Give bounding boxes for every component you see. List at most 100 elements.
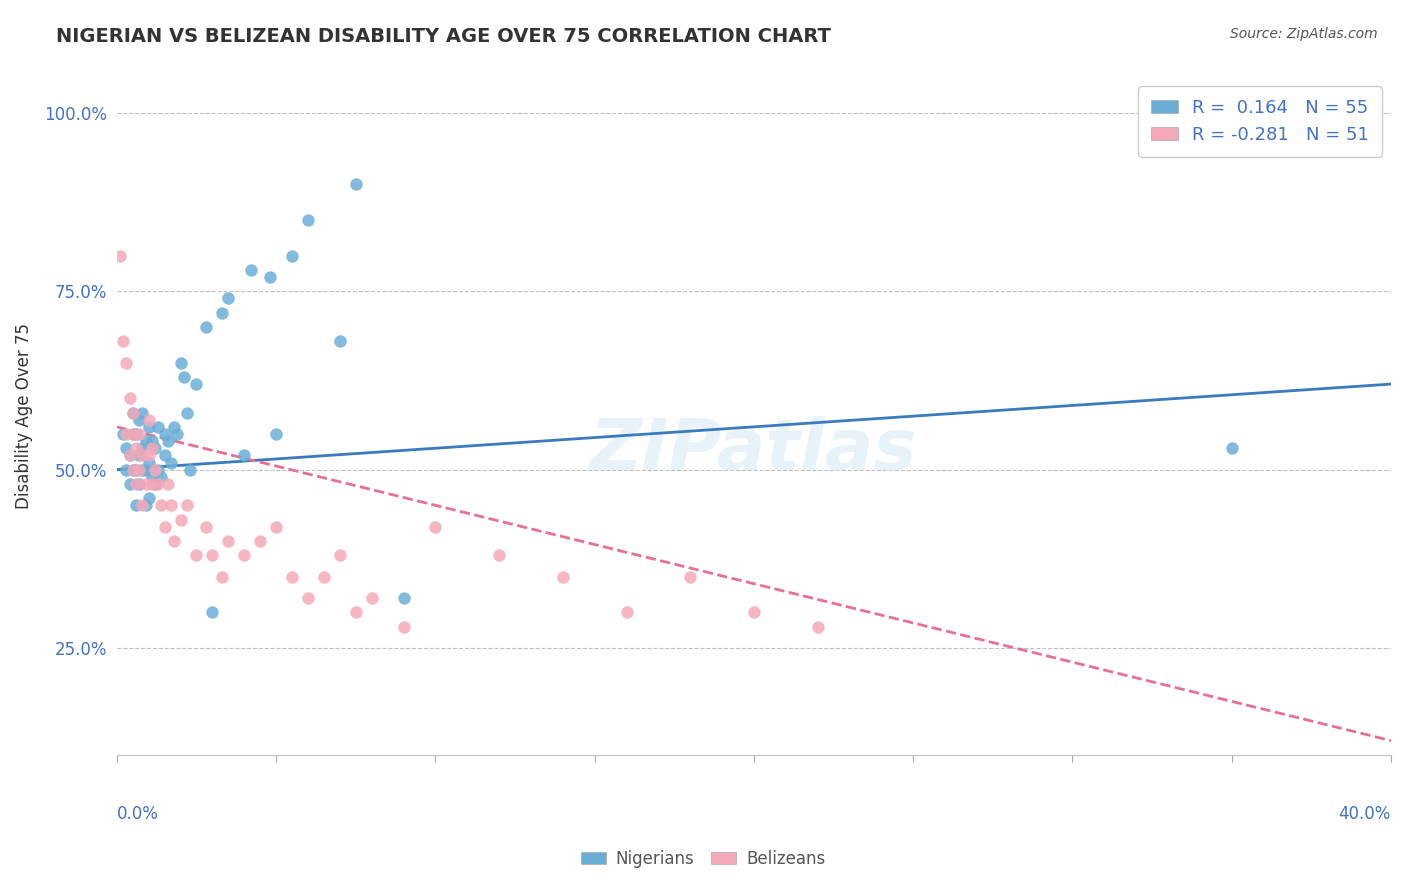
Point — [118, 392, 141, 406]
Point — [312, 569, 335, 583]
Point — [138, 420, 160, 434]
Point — [211, 306, 233, 320]
Point — [115, 427, 138, 442]
Point — [392, 591, 415, 605]
Point — [201, 548, 224, 562]
Text: ZIPatlas: ZIPatlas — [591, 416, 918, 484]
Point — [118, 476, 141, 491]
Point — [121, 406, 143, 420]
Point — [297, 213, 319, 227]
Point — [118, 449, 141, 463]
Point — [134, 434, 156, 449]
Point — [134, 498, 156, 512]
Point — [121, 462, 143, 476]
Legend: R =  0.164   N = 55, R = -0.281   N = 51: R = 0.164 N = 55, R = -0.281 N = 51 — [1139, 87, 1382, 157]
Point — [233, 548, 256, 562]
Point — [616, 605, 638, 619]
Point — [128, 427, 150, 442]
Point — [239, 263, 262, 277]
Point — [166, 427, 188, 442]
Point — [169, 512, 191, 526]
Point — [128, 413, 150, 427]
Point — [143, 462, 166, 476]
Point — [141, 469, 163, 483]
Point — [153, 519, 176, 533]
Point — [329, 548, 352, 562]
Point — [160, 498, 183, 512]
Point — [360, 591, 382, 605]
Point — [138, 456, 160, 470]
Point — [344, 605, 367, 619]
Point — [344, 178, 367, 192]
Point — [488, 548, 510, 562]
Point — [264, 519, 287, 533]
Point — [176, 406, 198, 420]
Point — [134, 476, 156, 491]
Point — [201, 605, 224, 619]
Point — [425, 519, 447, 533]
Point — [148, 462, 170, 476]
Point — [138, 449, 160, 463]
Point — [329, 334, 352, 349]
Point — [131, 462, 153, 476]
Point — [138, 491, 160, 505]
Point — [115, 442, 138, 456]
Text: 40.0%: 40.0% — [1339, 805, 1391, 822]
Point — [217, 292, 239, 306]
Point — [217, 533, 239, 548]
Point — [125, 462, 148, 476]
Legend: Nigerians, Belizeans: Nigerians, Belizeans — [574, 844, 832, 875]
Point — [115, 356, 138, 370]
Point — [112, 334, 135, 349]
Point — [131, 442, 153, 456]
Point — [148, 420, 170, 434]
Point — [125, 442, 148, 456]
Point — [128, 476, 150, 491]
Point — [297, 591, 319, 605]
Point — [1220, 442, 1243, 456]
Point — [112, 427, 135, 442]
Point — [169, 356, 191, 370]
Point — [186, 548, 208, 562]
Point — [131, 449, 153, 463]
Text: Source: ZipAtlas.com: Source: ZipAtlas.com — [1230, 27, 1378, 41]
Point — [156, 476, 179, 491]
Point — [264, 427, 287, 442]
Point — [551, 569, 574, 583]
Point — [143, 442, 166, 456]
Point — [121, 462, 143, 476]
Point — [195, 320, 218, 334]
Point — [125, 427, 148, 442]
Point — [148, 476, 170, 491]
Point — [118, 449, 141, 463]
Point — [176, 498, 198, 512]
Point — [150, 469, 173, 483]
Point — [249, 533, 271, 548]
Point — [125, 498, 148, 512]
Point — [186, 377, 208, 392]
Y-axis label: Disability Age Over 75: Disability Age Over 75 — [15, 323, 32, 509]
Point — [392, 619, 415, 633]
Point — [121, 427, 143, 442]
Point — [131, 498, 153, 512]
Point — [153, 427, 176, 442]
Text: NIGERIAN VS BELIZEAN DISABILITY AGE OVER 75 CORRELATION CHART: NIGERIAN VS BELIZEAN DISABILITY AGE OVER… — [56, 27, 831, 45]
Point — [131, 406, 153, 420]
Text: 0.0%: 0.0% — [117, 805, 159, 822]
Point — [160, 456, 183, 470]
Point — [742, 605, 765, 619]
Point — [121, 427, 143, 442]
Point — [128, 462, 150, 476]
Point — [141, 476, 163, 491]
Point — [259, 270, 281, 285]
Point — [679, 569, 702, 583]
Point — [163, 420, 186, 434]
Point — [121, 406, 143, 420]
Point — [163, 533, 186, 548]
Point — [128, 449, 150, 463]
Point — [211, 569, 233, 583]
Point — [134, 462, 156, 476]
Point — [138, 413, 160, 427]
Point — [807, 619, 830, 633]
Point — [173, 370, 195, 384]
